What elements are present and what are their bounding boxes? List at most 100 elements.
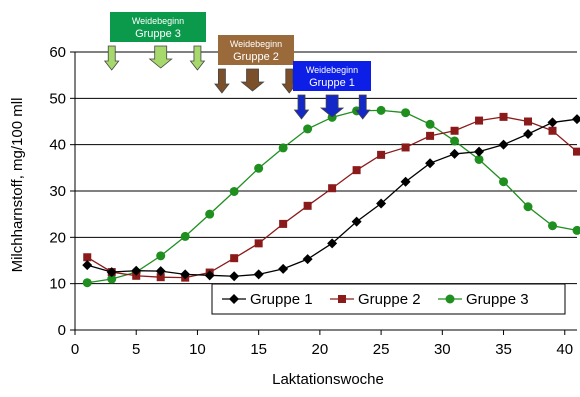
legend-label-gruppe-3: Gruppe 3 [466, 291, 529, 308]
annotation-gruppe-2: Weidebeginn Gruppe 2 [214, 35, 298, 94]
data-point-gruppe-1-23 [351, 216, 362, 227]
data-point-gruppe-1-27 [400, 176, 411, 187]
data-point-gruppe-1-3 [106, 267, 117, 278]
data-point-gruppe-3-33 [474, 154, 484, 164]
data-point-gruppe-3-3 [107, 274, 117, 284]
data-point-gruppe-1-11 [204, 270, 215, 281]
x-tick-label-0: 0 [71, 341, 79, 358]
data-point-gruppe-3-19 [303, 124, 313, 134]
annotation-box-gruppe-3 [110, 12, 206, 42]
x-tick-label-35: 35 [495, 341, 512, 358]
annotation-box-gruppe-2 [218, 35, 294, 65]
x-axis-label: Laktationswoche [272, 371, 384, 388]
data-point-gruppe-2-29 [426, 131, 435, 140]
axes [70, 51, 577, 335]
series-gruppe-1 [82, 114, 580, 282]
data-point-gruppe-2-1 [83, 253, 92, 262]
annotation-line1-gruppe-2: Weidebeginn [230, 39, 282, 49]
data-point-gruppe-2-33 [475, 116, 484, 125]
data-point-gruppe-2-21 [328, 184, 337, 193]
data-point-gruppe-3-9 [180, 231, 190, 241]
data-point-gruppe-3-41 [572, 225, 580, 235]
data-point-gruppe-1-19 [302, 254, 313, 265]
data-point-gruppe-2-15 [254, 239, 263, 248]
y-tick-label-20: 20 [49, 229, 66, 246]
data-point-gruppe-1-17 [278, 263, 289, 274]
arrow-gruppe-3-3 [189, 45, 206, 71]
y-tick-label-30: 30 [49, 183, 66, 200]
data-point-gruppe-1-21 [327, 238, 338, 249]
legend-marker-gruppe-3 [445, 294, 455, 304]
legend-label-gruppe-1: Gruppe 1 [250, 291, 313, 308]
data-point-gruppe-1-31 [449, 148, 460, 159]
legend-box [211, 283, 566, 315]
data-point-gruppe-3-1 [82, 278, 92, 288]
arrow-gruppe-2-2 [240, 68, 265, 92]
data-point-gruppe-3-37 [523, 202, 533, 212]
data-point-gruppe-2-41 [573, 147, 580, 156]
y-tick-labels: 0 10 20 30 40 50 60 [49, 44, 66, 339]
x-tick-label-15: 15 [250, 341, 267, 358]
annotation-line2-gruppe-3: Gruppe 3 [135, 28, 181, 40]
legend-marker-gruppe-2 [338, 295, 346, 303]
data-point-gruppe-1-35 [498, 139, 509, 150]
series-layer [82, 105, 580, 288]
arrow-gruppe-2-1 [214, 68, 230, 94]
data-point-gruppe-3-29 [425, 119, 435, 129]
arrow-gruppe-1-1 [293, 94, 310, 120]
data-point-gruppe-2-13 [230, 254, 239, 263]
annotation-gruppe-3: Weidebeginn Gruppe 3 [103, 12, 206, 71]
data-point-gruppe-2-39 [548, 126, 557, 135]
legend: Gruppe 1 Gruppe 2 Gruppe 3 [211, 283, 566, 315]
x-tick-label-5: 5 [132, 341, 140, 358]
data-point-gruppe-3-35 [499, 177, 509, 187]
data-point-gruppe-1-1 [82, 260, 93, 271]
data-point-gruppe-2-17 [279, 219, 288, 228]
data-point-gruppe-3-25 [376, 105, 386, 115]
data-point-gruppe-3-27 [401, 108, 411, 118]
data-point-gruppe-1-9 [180, 269, 191, 280]
annotation-box-gruppe-1 [293, 61, 371, 91]
x-tick-label-40: 40 [556, 341, 573, 358]
y-axis-label: Milchharnstoff, mg/100 mll [9, 98, 26, 273]
series-gruppe-3 [82, 105, 580, 288]
arrow-gruppe-2-3 [281, 68, 298, 94]
x-tick-label-10: 10 [189, 341, 206, 358]
data-point-gruppe-3-11 [205, 209, 215, 219]
arrow-gruppe-3-2 [148, 45, 173, 69]
data-point-gruppe-1-5 [131, 265, 142, 276]
arrow-gruppe-3-1 [103, 45, 120, 71]
data-point-gruppe-3-7 [156, 251, 166, 261]
legend-marker-gruppe-1 [229, 294, 239, 304]
data-point-gruppe-1-15 [253, 269, 264, 280]
annotation-line1-gruppe-1: Weidebeginn [306, 65, 358, 75]
data-point-gruppe-2-5 [132, 271, 141, 280]
annotation-line2-gruppe-2: Gruppe 2 [233, 51, 279, 63]
data-point-gruppe-3-17 [278, 143, 288, 153]
data-point-gruppe-3-13 [229, 186, 239, 196]
x-tick-label-25: 25 [373, 341, 390, 358]
data-point-gruppe-1-37 [523, 129, 534, 140]
data-point-gruppe-2-25 [377, 150, 386, 159]
data-point-gruppe-2-37 [524, 117, 533, 126]
x-tick-labels: 0 5 10 15 20 25 30 35 40 [71, 341, 573, 358]
y-tick-label-40: 40 [49, 137, 66, 154]
data-point-gruppe-2-31 [450, 126, 459, 135]
data-point-gruppe-2-35 [499, 112, 508, 121]
arrow-gruppe-1-3 [354, 94, 371, 120]
annotation-gruppe-1: Weidebeginn Gruppe 1 [293, 61, 371, 120]
arrow-gruppe-1-2 [320, 94, 345, 118]
legend-label-gruppe-2: Gruppe 2 [358, 291, 421, 308]
y-tick-label-50: 50 [49, 90, 66, 107]
data-point-gruppe-1-29 [425, 158, 436, 169]
data-point-gruppe-2-7 [156, 273, 165, 282]
data-point-gruppe-1-7 [155, 266, 166, 277]
data-point-gruppe-3-31 [450, 136, 460, 146]
y-tick-label-60: 60 [49, 44, 66, 61]
data-point-gruppe-2-19 [303, 201, 312, 210]
data-point-gruppe-2-23 [352, 166, 361, 175]
x-tick-label-20: 20 [312, 341, 329, 358]
annotation-line1-gruppe-3: Weidebeginn [132, 16, 184, 26]
y-tick-label-0: 0 [58, 322, 66, 339]
